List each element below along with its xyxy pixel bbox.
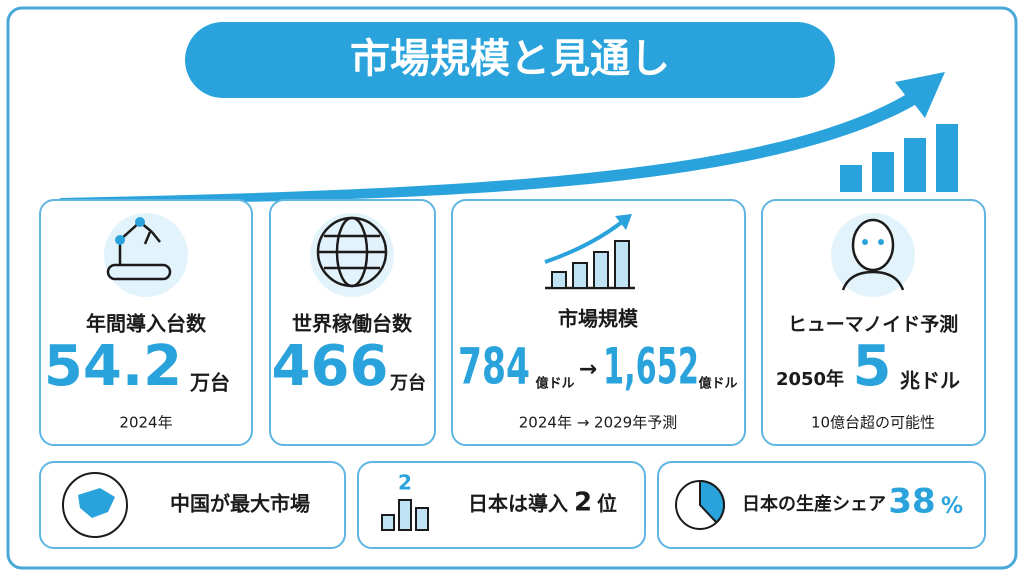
card — [451, 199, 746, 446]
card — [39, 199, 253, 446]
chart-icon — [544, 214, 635, 290]
humanoid-icon — [831, 213, 915, 297]
fact-text: 日本の生産シェア — [742, 493, 886, 515]
card-label: 世界稼働台数 — [292, 312, 413, 336]
fact-value: 38 — [888, 482, 935, 522]
fact-suffix: 位 — [597, 492, 617, 516]
card-note: 10億台超の可能性 — [811, 414, 935, 432]
globe-icon — [310, 213, 394, 297]
card-prefix: 2050年 — [776, 368, 844, 390]
rank-bars-icon — [381, 499, 429, 531]
china-globe-icon — [62, 472, 128, 538]
robot-arm-icon — [104, 213, 188, 297]
title-pill — [185, 22, 835, 98]
growth-bars — [840, 124, 958, 192]
card-unit: 億ドル — [698, 376, 737, 392]
card — [657, 461, 986, 549]
card — [357, 461, 646, 549]
card-value: 5 — [853, 334, 892, 399]
fact-unit: % — [941, 494, 963, 519]
pie-slice — [699, 479, 725, 524]
fact-value: 2 — [574, 488, 592, 518]
card-value: 1,652 — [603, 338, 699, 396]
card-label: ヒューマノイド予測 — [788, 313, 958, 336]
fact-text: 日本は導入 — [468, 492, 568, 516]
card — [761, 199, 986, 446]
card-note: 2024年 — [119, 414, 172, 432]
card-arrow: → — [579, 357, 597, 382]
card-value: 466 — [272, 334, 389, 399]
card-unit: 兆ドル — [900, 369, 960, 393]
card-unit: 億ドル — [535, 376, 574, 392]
card-unit: 万台 — [389, 372, 426, 394]
fact-text: 中国が最大市場 — [170, 492, 310, 516]
card-value: 784 — [458, 338, 530, 396]
icon-label: 2 — [398, 471, 412, 495]
title: 市場規模と見通し — [350, 36, 670, 82]
card-note: 2024年 → 2029年予測 — [519, 414, 677, 432]
card-label: 市場規模 — [558, 307, 639, 331]
card-label: 年間導入台数 — [86, 312, 207, 336]
card-value: 54.2 — [44, 334, 182, 399]
card-unit: 万台 — [189, 371, 230, 395]
